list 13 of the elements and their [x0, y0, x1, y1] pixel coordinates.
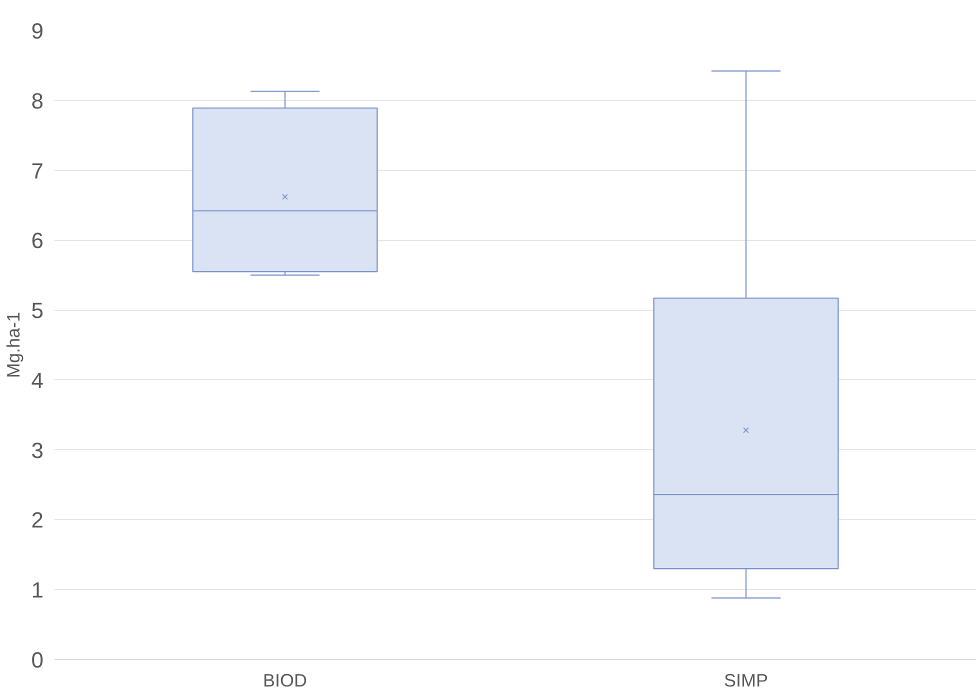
y-tick-label: 1 [31, 578, 44, 603]
y-tick-label: 9 [31, 18, 44, 44]
y-tick-label: 2 [31, 508, 44, 533]
y-tick-label: 8 [31, 88, 44, 114]
y-tick-label: 5 [31, 298, 44, 324]
x-tick-label: SIMP [724, 670, 768, 690]
x-tick-label: BIOD [262, 670, 308, 690]
y-tick-label: 7 [31, 158, 44, 184]
y-axis-title: Mg.ha-1 [3, 312, 24, 378]
y-tick-label: 4 [31, 368, 44, 393]
y-tick-label: 0 [31, 648, 44, 672]
y-tick-label: 3 [31, 438, 44, 463]
y-tick-label: 6 [31, 228, 44, 254]
